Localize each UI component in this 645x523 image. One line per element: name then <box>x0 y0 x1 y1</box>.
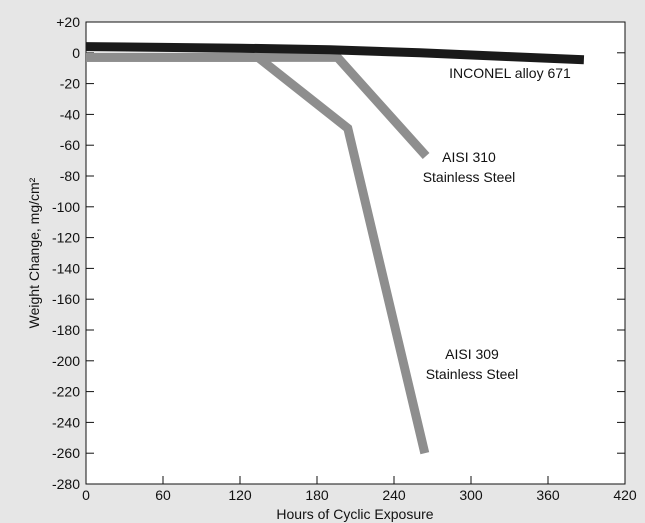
y-tick-label: -280 <box>52 476 80 492</box>
y-tick-label: -200 <box>52 353 80 369</box>
y-tick-label: -120 <box>52 230 80 246</box>
series-label: Stainless Steel <box>426 366 519 382</box>
y-tick-label: -60 <box>60 137 80 153</box>
x-tick-label: 120 <box>228 487 252 503</box>
series-label: Stainless Steel <box>423 169 516 185</box>
plot-area <box>85 21 626 485</box>
y-tick-label: -20 <box>60 76 80 92</box>
y-tick-label: 0 <box>72 45 80 61</box>
y-tick-label: -160 <box>52 291 80 307</box>
x-tick-label: 0 <box>82 487 90 503</box>
series-group <box>85 42 585 455</box>
x-tick-label: 180 <box>305 487 329 503</box>
x-tick-label: 360 <box>536 487 560 503</box>
series-line-0 <box>85 42 585 65</box>
y-axis-title: Weight Change, mg/cm² <box>26 177 42 328</box>
y-tick-label: +20 <box>56 14 80 30</box>
y-tick-label: -140 <box>52 260 80 276</box>
series-label: AISI 310 <box>442 149 496 165</box>
y-axis: +20 0 -20 -40 -60 -80 -100 -120 -140 -160 -180 -200… <box>52 14 625 492</box>
x-tick-label: 240 <box>382 487 406 503</box>
x-tick-label: 420 <box>613 487 637 503</box>
y-tick-label: -100 <box>52 199 80 215</box>
x-tick-label: 60 <box>155 487 171 503</box>
y-tick-label: -260 <box>52 445 80 461</box>
y-tick-label: -220 <box>52 384 80 400</box>
x-axis: 0 60 120 180 240 300 360 420 <box>82 476 637 503</box>
y-tick-label: -240 <box>52 414 80 430</box>
y-tick-label: -80 <box>60 168 80 184</box>
series-line-2 <box>86 52 430 455</box>
y-tick-label: -40 <box>60 106 80 122</box>
x-tick-label: 300 <box>459 487 483 503</box>
series-label: AISI 309 <box>445 346 499 362</box>
series-label: INCONEL alloy 671 <box>449 65 571 81</box>
y-tick-label: -180 <box>52 322 80 338</box>
x-axis-title: Hours of Cyclic Exposure <box>276 506 433 522</box>
series-labels: INCONEL alloy 671 AISI 310 Stainless Steel… <box>423 65 571 382</box>
